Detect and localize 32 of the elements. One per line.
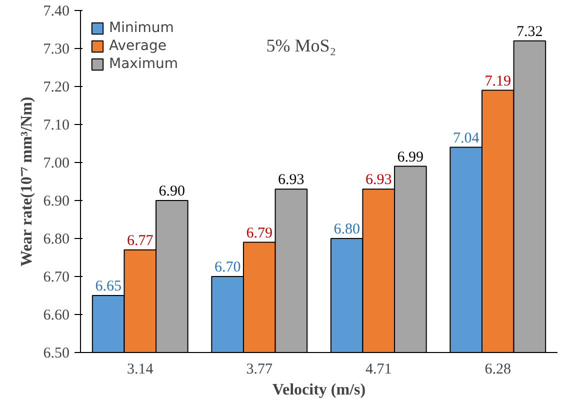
y-tick-label: 6.90 [43, 194, 70, 210]
y-tick-label: 7.40 [43, 4, 70, 20]
data-label: 6.93 [278, 172, 304, 188]
data-label: 6.70 [214, 260, 241, 276]
legend-label: Average [109, 38, 166, 54]
legend-label: Minimum [109, 20, 174, 36]
x-tick-label: 6.28 [484, 362, 511, 378]
y-tick-label: 7.30 [43, 42, 70, 58]
y-tick-label: 6.50 [43, 346, 70, 362]
x-tick-label: 4.71 [366, 362, 392, 378]
y-tick-label: 7.10 [43, 118, 70, 134]
y-tick-label: 7.20 [43, 80, 70, 96]
x-tick-label: 3.14 [127, 362, 154, 378]
annotation: 5% MoS₂ [266, 36, 336, 56]
y-tick-label: 6.60 [43, 308, 70, 324]
data-label: 6.77 [127, 232, 154, 249]
legend-label: Maximum [109, 56, 178, 72]
x-axis-title: Velocity (m/s) [272, 382, 366, 398]
y-tick-label: 6.80 [43, 232, 70, 248]
data-label: 6.90 [158, 184, 186, 200]
data-label: 6.99 [397, 149, 424, 166]
data-label: 6.80 [334, 222, 360, 238]
y-tick-label: 7.00 [43, 156, 70, 172]
data-label: 6.93 [366, 172, 392, 188]
y-tick-label: 6.70 [43, 270, 70, 286]
data-label: 6.79 [246, 225, 272, 242]
y-axis-title: Wear rate(10⁻⁷ mm³/Nm) [18, 96, 36, 267]
data-label: 7.32 [516, 24, 543, 40]
data-label: 7.19 [484, 73, 511, 90]
data-label: 6.65 [95, 278, 122, 294]
x-tick-label: 3.77 [246, 362, 273, 378]
data-label: 7.04 [452, 130, 480, 146]
